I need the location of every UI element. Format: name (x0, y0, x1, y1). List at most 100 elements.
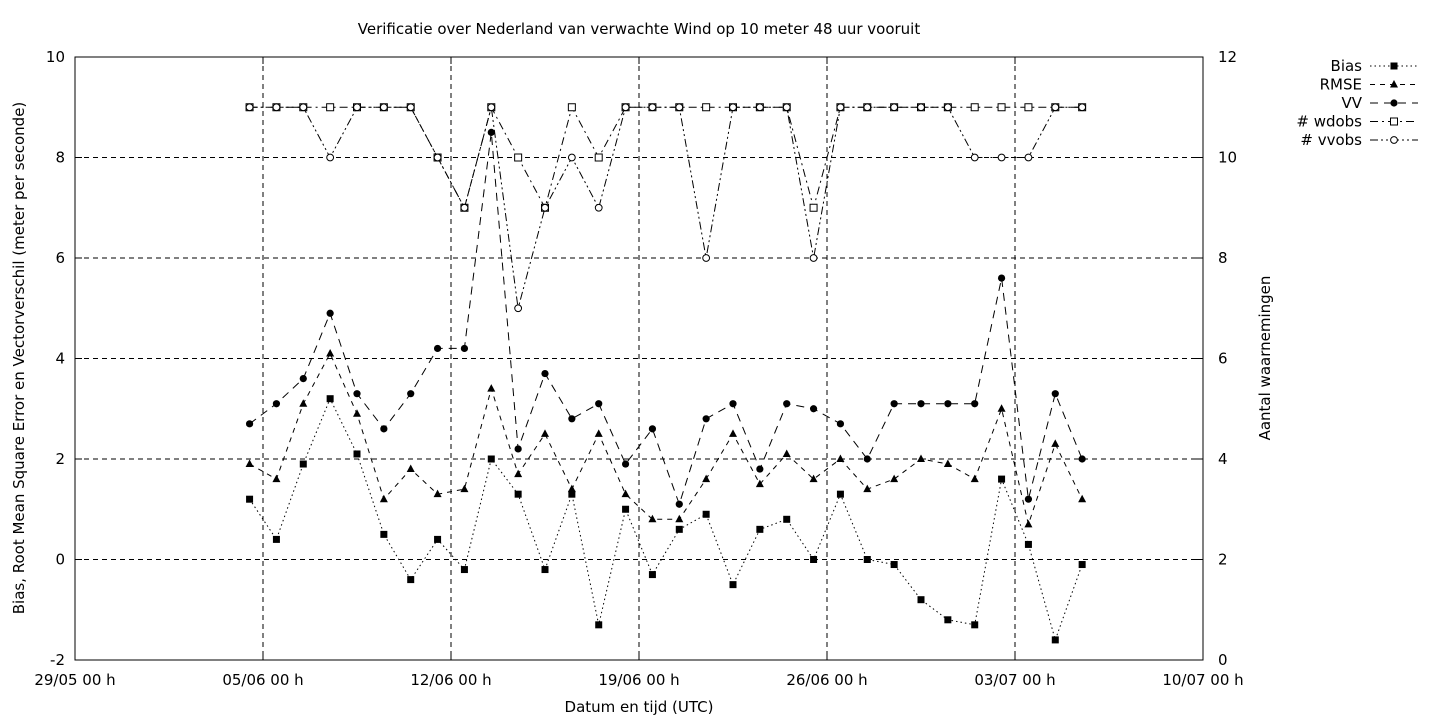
data-point (729, 581, 737, 589)
data-point (272, 103, 281, 112)
data-point (326, 103, 335, 112)
data-point (943, 459, 952, 468)
data-point (755, 103, 764, 112)
data-point (755, 479, 764, 488)
data-point (729, 429, 737, 437)
data-point (272, 400, 281, 408)
data-point (997, 274, 1006, 282)
data-point (917, 103, 925, 112)
data-point (836, 420, 845, 428)
data-point (595, 621, 603, 629)
data-point (809, 474, 818, 483)
data-point (272, 474, 281, 483)
data-point (1024, 153, 1033, 162)
x-tick-label: 19/06 00 h (598, 671, 679, 689)
data-point (594, 153, 603, 162)
data-point (622, 505, 630, 513)
data-point (782, 449, 791, 457)
data-point (1078, 103, 1087, 112)
data-point (890, 400, 898, 408)
data-point (890, 103, 899, 112)
data-point (380, 425, 388, 433)
data-point (783, 515, 791, 523)
data-point (648, 425, 657, 433)
data-point (917, 454, 925, 462)
data-point (541, 429, 549, 437)
data-point (863, 455, 871, 463)
y-tick-label: 2 (55, 450, 65, 468)
data-point (1051, 103, 1060, 112)
data-point (675, 525, 683, 533)
data-point (595, 400, 603, 408)
data-point (353, 103, 361, 112)
data-point (1024, 495, 1033, 503)
y-tick-label: 4 (55, 350, 65, 368)
data-point (487, 384, 496, 392)
series-rmse (245, 348, 1087, 528)
data-point (433, 153, 442, 162)
x-tick-label: 12/06 00 h (410, 671, 491, 689)
data-point (890, 474, 899, 483)
data-point (783, 400, 791, 408)
legend-item: VV (1341, 94, 1418, 112)
data-point (648, 571, 656, 579)
data-point (514, 153, 523, 162)
data-point (997, 153, 1006, 162)
data-point (1051, 636, 1059, 644)
data-point (810, 556, 818, 563)
data-point (353, 450, 361, 458)
series-line (249, 352, 1083, 527)
data-point (433, 489, 442, 498)
data-point (729, 103, 737, 112)
legend-label: RMSE (1320, 76, 1362, 94)
data-point (648, 103, 657, 112)
data-point (1024, 540, 1032, 548)
chart-title: Verificatie over Nederland van verwachte… (358, 20, 921, 38)
data-point (1051, 390, 1059, 398)
plot-frame (74, 56, 1204, 661)
series-bias (246, 395, 1086, 644)
data-point (514, 304, 523, 313)
data-point (460, 566, 468, 574)
data-point (702, 415, 710, 423)
data-point (460, 203, 469, 212)
data-point (997, 103, 1006, 112)
data-point (326, 309, 334, 317)
legend-marker (1390, 80, 1398, 88)
data-point (1078, 455, 1086, 463)
y-tick-label: -2 (50, 651, 65, 669)
data-point (246, 495, 254, 503)
data-point (836, 454, 845, 462)
data-point (407, 576, 415, 584)
y2-tick-label: 12 (1218, 48, 1237, 66)
data-point (406, 464, 415, 473)
data-point (971, 621, 979, 629)
data-point (621, 103, 630, 112)
data-point (917, 596, 925, 604)
data-point (675, 514, 684, 523)
data-point (299, 375, 307, 383)
series-line (249, 132, 1083, 506)
data-point (326, 395, 334, 403)
axes: 29/05 00 h 05/06 00 h 12/06 00 h 19/06 00 h… (34, 48, 1243, 689)
data-point (487, 128, 495, 136)
data-point (1024, 103, 1033, 112)
legend-label: VV (1341, 94, 1362, 112)
data-point (541, 369, 549, 378)
data-point (809, 405, 818, 413)
data-point (460, 344, 469, 353)
data-point (998, 475, 1006, 483)
legend-item: # wdobs (1296, 113, 1418, 131)
y-tick-label: 0 (55, 551, 65, 569)
data-point (702, 510, 710, 518)
data-point (836, 103, 845, 112)
data-point (326, 348, 335, 357)
data-point (970, 474, 979, 483)
series-line (249, 397, 1083, 642)
data-point (272, 535, 280, 543)
data-point (568, 415, 576, 423)
data-point (353, 409, 361, 417)
legend-marker (1390, 117, 1398, 126)
x-tick-label: 05/06 00 h (222, 671, 303, 689)
data-point (245, 420, 254, 428)
